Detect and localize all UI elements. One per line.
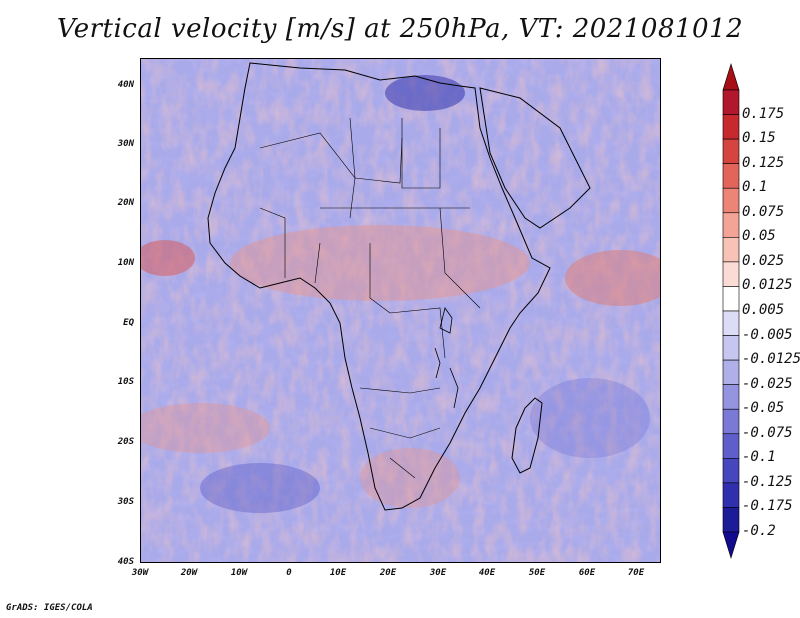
lat-label: 40S	[117, 557, 134, 567]
colorbar-level-label: 0.0125	[742, 277, 793, 294]
great-lakes	[434, 307, 459, 409]
colorbar-swatch	[722, 310, 740, 336]
lon-label: 20E	[379, 568, 397, 578]
colorbar-level-label: -0.125	[742, 473, 793, 490]
colorbar-level-label: 0.005	[742, 302, 785, 318]
colorbar-swatch	[722, 482, 740, 508]
colorbar-level-label: -0.005	[742, 326, 793, 343]
colorbar-swatch	[722, 89, 740, 115]
lat-label: EQ	[123, 318, 134, 328]
footer-credit: GrADS: IGES/COLA	[6, 603, 93, 613]
lat-label: 30S	[117, 497, 134, 507]
lon-label: 70E	[627, 568, 645, 578]
colorbar-swatch	[722, 433, 740, 459]
colorbar	[722, 62, 740, 560]
colorbar-level-label: -0.05	[742, 400, 785, 417]
colorbar-swatch	[722, 286, 740, 312]
colorbar-level-label: -0.2	[742, 523, 776, 539]
lon-label: 60E	[578, 568, 596, 578]
red-zone-arabian-sea	[565, 250, 661, 306]
lon-label: 30E	[429, 568, 447, 578]
lon-label: 20W	[180, 568, 198, 578]
colorbar-level-label: 0.1	[742, 179, 768, 196]
colorbar-swatch	[722, 335, 740, 361]
colorbar-level-label: 0.025	[742, 252, 785, 269]
velocity-map	[140, 58, 661, 563]
colorbar-swatch	[722, 114, 740, 140]
colorbar-level-label: -0.175	[742, 498, 793, 515]
chart-title: Vertical velocity [m/s] at 250hPa, VT: 2…	[56, 14, 744, 44]
red-noise-field	[140, 58, 661, 563]
lon-label: 40E	[478, 568, 496, 578]
lon-label: 10E	[329, 568, 347, 578]
colorbar-swatch	[722, 138, 740, 164]
red-zone-south-atlantic	[140, 403, 270, 453]
lon-label: 10W	[230, 568, 248, 578]
colorbar-level-label: -0.0125	[742, 351, 800, 368]
lon-label: 50E	[528, 568, 546, 578]
colorbar-swatch	[722, 359, 740, 385]
lat-label: 10N	[117, 258, 134, 268]
map-border	[140, 58, 661, 563]
colorbar-min-arrow	[722, 531, 740, 560]
lon-label: 0	[286, 568, 292, 578]
colorbar-swatch	[722, 507, 740, 533]
colorbar-level-label: -0.1	[742, 449, 776, 466]
colorbar-swatches	[722, 62, 740, 560]
blue-zone-mediterranean	[385, 75, 465, 111]
colorbar-level-label: -0.075	[742, 424, 793, 441]
colorbar-level-label: 0.125	[742, 154, 785, 171]
colorbar-swatch	[722, 212, 740, 238]
lat-label: 10S	[117, 377, 134, 387]
colorbar-swatch	[722, 458, 740, 484]
colorbar-swatch	[722, 261, 740, 287]
madagascar	[511, 397, 543, 474]
lat-label: 40N	[117, 80, 134, 90]
lat-label: 30N	[117, 139, 134, 149]
colorbar-max-arrow	[722, 62, 740, 91]
colorbar-level-label: 0.05	[742, 228, 776, 245]
colorbar-swatch	[722, 384, 740, 410]
blue-zone-indian-ocean	[530, 378, 650, 458]
colorbar-swatch	[722, 408, 740, 435]
red-zone-southern-africa	[360, 448, 460, 508]
colorbar-swatch	[722, 237, 740, 263]
colorbar-level-label: 0.075	[742, 203, 785, 220]
colorbar-swatch	[722, 187, 740, 214]
africa-coastline	[207, 62, 551, 511]
colorbar-level-label: -0.025	[742, 375, 793, 392]
country-borders	[259, 117, 481, 479]
colorbar-swatch	[722, 163, 740, 189]
colorbar-level-label: 0.15	[742, 130, 776, 147]
lat-label: 20S	[117, 437, 134, 447]
arabian-peninsula	[479, 87, 591, 229]
red-zone-sahel	[230, 225, 530, 301]
lon-label: 30W	[131, 568, 149, 578]
red-zone-west-atlantic	[140, 240, 195, 276]
blue-zone-southwest	[200, 463, 320, 513]
colorbar-level-label: 0.175	[742, 105, 785, 122]
lat-label: 20N	[117, 198, 134, 208]
